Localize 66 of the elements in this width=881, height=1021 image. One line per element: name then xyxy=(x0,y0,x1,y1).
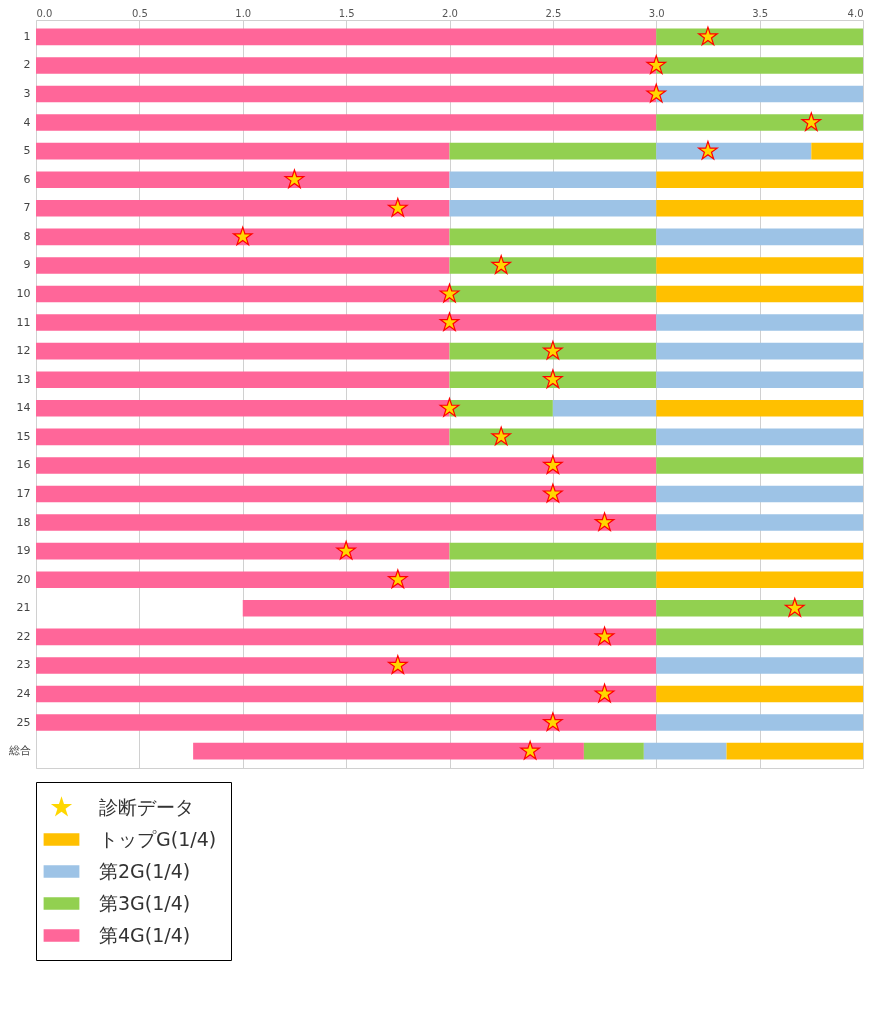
y-tick-label: 14 xyxy=(16,401,31,415)
x-tick-label: 0.5 xyxy=(131,7,148,19)
x-tick-label: 1.0 xyxy=(235,7,252,19)
point xyxy=(594,683,615,703)
point xyxy=(520,740,540,760)
point xyxy=(284,169,305,189)
y-tick-label: 12 xyxy=(16,344,31,358)
legend-label: 診断データ xyxy=(99,795,194,818)
point xyxy=(491,426,512,446)
y-tick-label: 3 xyxy=(23,87,31,100)
y-tick-label: 20 xyxy=(16,572,31,586)
y-tick-label: 4 xyxy=(23,115,31,129)
point xyxy=(387,197,408,217)
y-tick-label: 23 xyxy=(16,658,31,672)
point xyxy=(232,226,253,246)
y-tick-label: 2 xyxy=(23,58,31,72)
y-tick-label: 17 xyxy=(16,487,31,500)
x-tick-label: 3.0 xyxy=(648,7,665,19)
y-tick-label: 22 xyxy=(16,629,31,643)
legend-label: 第3G(1/4) xyxy=(99,891,191,914)
x-tick-label: 2.5 xyxy=(545,7,562,19)
y-tick-label: 9 xyxy=(23,258,31,272)
y-tick-label: 21 xyxy=(16,601,31,615)
point xyxy=(801,112,822,132)
y-tick-label: 1 xyxy=(23,29,31,43)
y-tick-label: 18 xyxy=(16,515,31,529)
y-tick-label: 7 xyxy=(23,201,31,215)
legend-label: トップG(1/4) xyxy=(99,827,217,850)
y-tick-label: 24 xyxy=(16,687,31,700)
point xyxy=(439,283,460,303)
point xyxy=(698,26,718,46)
point xyxy=(646,83,667,103)
point xyxy=(543,369,563,389)
point xyxy=(439,312,460,332)
y-tick-label: 16 xyxy=(16,458,31,472)
x-tick-label: 2.0 xyxy=(442,7,458,19)
point xyxy=(594,626,615,646)
point xyxy=(336,540,356,560)
point xyxy=(491,255,512,274)
legend-label: 第2G(1/4) xyxy=(99,859,191,882)
point xyxy=(387,655,408,674)
point xyxy=(543,483,563,503)
y-tick-label: 13 xyxy=(16,372,31,386)
y-tick-label: 25 xyxy=(16,715,31,729)
x-tick-label: 4.0 xyxy=(847,7,864,19)
point xyxy=(439,397,460,417)
y-tick-label: 15 xyxy=(16,429,31,443)
legend-label: 第4G(1/4) xyxy=(99,923,191,946)
point xyxy=(543,455,563,474)
point xyxy=(784,597,805,617)
point xyxy=(698,140,718,160)
y-tick-label: 10 xyxy=(16,287,31,300)
point xyxy=(543,340,563,360)
x-tick-label: 0.0 xyxy=(36,7,53,19)
x-tick-label: 3.5 xyxy=(752,7,769,19)
y-tick-label: 11 xyxy=(16,315,31,329)
y-tick-label: 6 xyxy=(23,172,31,186)
y-tick-label: 19 xyxy=(16,544,31,558)
y-tick-label: 8 xyxy=(23,229,31,243)
x-tick-label: 1.5 xyxy=(338,7,355,19)
point xyxy=(646,55,667,74)
point xyxy=(387,569,408,589)
y-tick-label: 5 xyxy=(23,144,31,158)
point xyxy=(543,712,563,732)
y-tick-label: 総合 xyxy=(7,744,31,758)
point xyxy=(594,512,615,532)
